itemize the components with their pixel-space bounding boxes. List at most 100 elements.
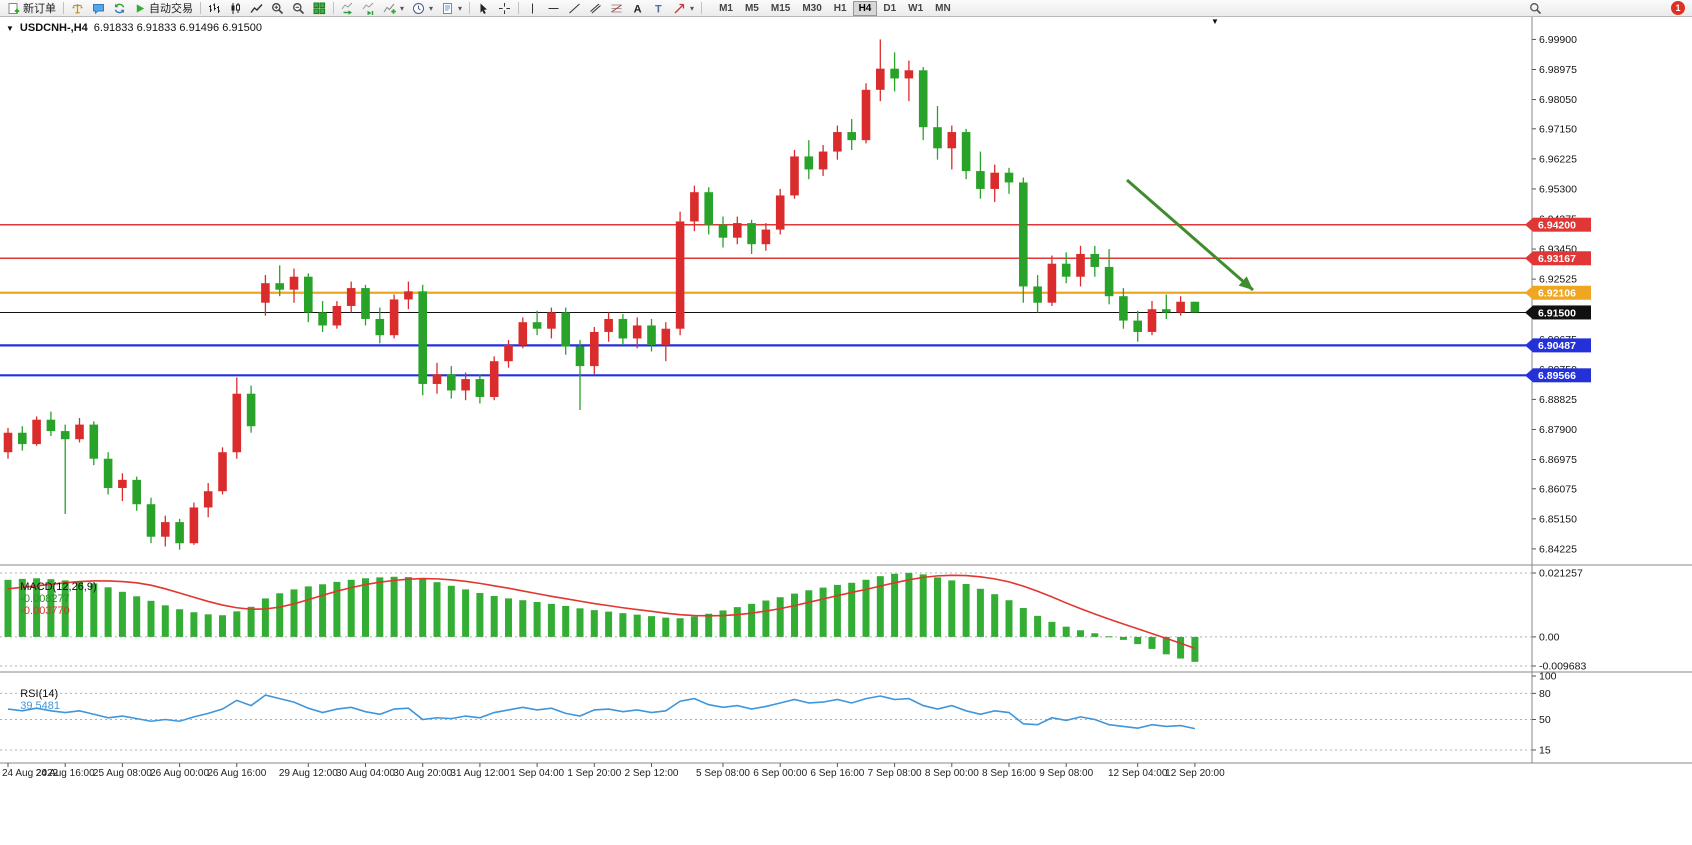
timeframe-button-h1[interactable]: H1: [828, 1, 853, 16]
new-order-button[interactable]: 新订单: [3, 1, 60, 16]
timeframe-button-h4[interactable]: H4: [852, 0, 878, 16]
dropdown-caret-icon: ▾: [400, 3, 405, 13]
candle-body: [590, 331, 599, 367]
timeframe-button-m1[interactable]: M1: [713, 1, 739, 16]
macd-bar: [190, 612, 198, 637]
timeframe-button-mn[interactable]: MN: [929, 1, 957, 16]
trend-arrow[interactable]: [1126, 178, 1254, 292]
horizontal-line-tool-button[interactable]: [543, 1, 564, 16]
date-label: 8 Sep 00:00: [925, 768, 979, 779]
macd-bar: [1062, 626, 1070, 637]
candle-body: [704, 192, 713, 225]
macd-bar: [476, 593, 484, 637]
svg-text:A: A: [634, 3, 642, 15]
candle-body: [232, 393, 242, 453]
timeframe-button-w1[interactable]: W1: [902, 1, 929, 16]
price-tick-label: 6.84225: [1539, 543, 1577, 555]
macd-bar: [133, 596, 141, 637]
chart-shift-button[interactable]: [358, 1, 379, 16]
price-badge: [1533, 368, 1591, 383]
text-tool-button[interactable]: A: [627, 1, 648, 16]
candle-chart-mode-button[interactable]: [225, 1, 246, 16]
tile-windows-button[interactable]: [309, 1, 330, 16]
zoom-out-button[interactable]: [288, 1, 309, 16]
date-label: 12 Sep 04:00: [1108, 768, 1168, 779]
cursor-tool-button[interactable]: [473, 1, 494, 16]
auto-scroll-button[interactable]: [337, 1, 358, 16]
vline-icon: [532, 3, 534, 13]
candle-body: [833, 132, 842, 152]
price-axis[interactable]: [1532, 38, 1536, 550]
macd-bar: [848, 582, 856, 637]
bar-chart-mode-button[interactable]: [204, 1, 225, 16]
timeframe-button-m15[interactable]: M15: [765, 1, 796, 16]
date-label: 25 Aug 08:00: [93, 768, 152, 779]
zoom-in-button[interactable]: [267, 1, 288, 16]
macd-bar: [733, 607, 741, 637]
arrows-tool-button[interactable]: ▾: [669, 1, 698, 16]
macd-bar: [576, 608, 584, 637]
macd-bar: [876, 576, 884, 637]
macd-bar: [705, 613, 713, 637]
price-tick-label: 6.86975: [1539, 454, 1577, 466]
timeframe-button-m5[interactable]: M5: [739, 1, 765, 16]
line-chart-mode-button[interactable]: [246, 1, 267, 16]
candle-body: [1190, 301, 1200, 313]
macd-axis-label: -0.009683: [1539, 661, 1586, 673]
candle-body: [118, 479, 127, 488]
macd-bar: [462, 589, 470, 637]
crosshair-tool-button[interactable]: [494, 1, 515, 16]
line-chart-icon: [250, 3, 263, 13]
chat-button[interactable]: [88, 1, 109, 16]
date-label: 12 Sep 20:00: [1165, 768, 1225, 779]
rsi-name: RSI(14): [20, 688, 59, 700]
price-tick-label: 6.85150: [1539, 513, 1577, 525]
candle-body: [218, 452, 227, 492]
date-label: 6 Sep 00:00: [753, 768, 807, 779]
macd-bar: [1019, 608, 1027, 637]
vertical-line-tool-button[interactable]: [522, 1, 543, 16]
macd-bar: [1048, 621, 1056, 637]
macd-bar: [4, 579, 12, 637]
add-indicator-button[interactable]: ▾: [379, 1, 408, 16]
macd-bar: [547, 603, 555, 637]
timeframe-button-m30[interactable]: M30: [796, 1, 827, 16]
macd-bar: [805, 590, 813, 637]
candle-body: [861, 89, 871, 141]
price-tick-label: 6.99900: [1539, 34, 1577, 46]
macd-bar: [690, 616, 698, 637]
fibonacci-tool-button[interactable]: [606, 1, 627, 16]
channel-icon: [590, 3, 601, 13]
candle-body: [690, 192, 699, 222]
templates-button[interactable]: ▾: [437, 1, 466, 16]
candle-body: [718, 224, 728, 238]
candle-body: [947, 132, 957, 149]
search-button[interactable]: [1525, 1, 1546, 16]
rsi-value: 39.5481: [20, 700, 60, 712]
date-axis[interactable]: [7, 763, 1196, 767]
macd-bar: [1134, 636, 1142, 645]
timeframe-button-d1[interactable]: D1: [877, 1, 902, 16]
macd-bar: [833, 584, 841, 637]
autotrading-button[interactable]: 自动交易: [130, 1, 197, 16]
trendline-tool-button[interactable]: [564, 1, 585, 16]
price-tick-label: 6.98975: [1539, 64, 1577, 76]
chart-end-marker-icon[interactable]: ▼: [1211, 17, 1219, 26]
macd-bar: [919, 574, 927, 637]
collapse-icon[interactable]: ▼: [6, 23, 14, 33]
chart-title-row: ▼ USDCNH-,H4 6.91833 6.91833 6.91496 6.9…: [6, 22, 262, 34]
macd-bar: [1077, 630, 1084, 637]
refresh-button[interactable]: [109, 1, 130, 16]
date-label: 30 Aug 04:00: [336, 768, 395, 779]
market-watch-button[interactable]: [67, 1, 88, 16]
periods-button[interactable]: ▾: [408, 1, 437, 16]
notification-badge[interactable]: 1: [1671, 1, 1685, 15]
bars-chart-icon: [209, 3, 220, 13]
channel-tool-button[interactable]: [585, 1, 606, 16]
label-tool-button[interactable]: T: [648, 1, 669, 16]
candle-body: [504, 344, 513, 362]
macd-bar: [118, 591, 126, 637]
zoom-out-icon: [293, 2, 305, 14]
tile-windows-icon: [313, 2, 326, 14]
